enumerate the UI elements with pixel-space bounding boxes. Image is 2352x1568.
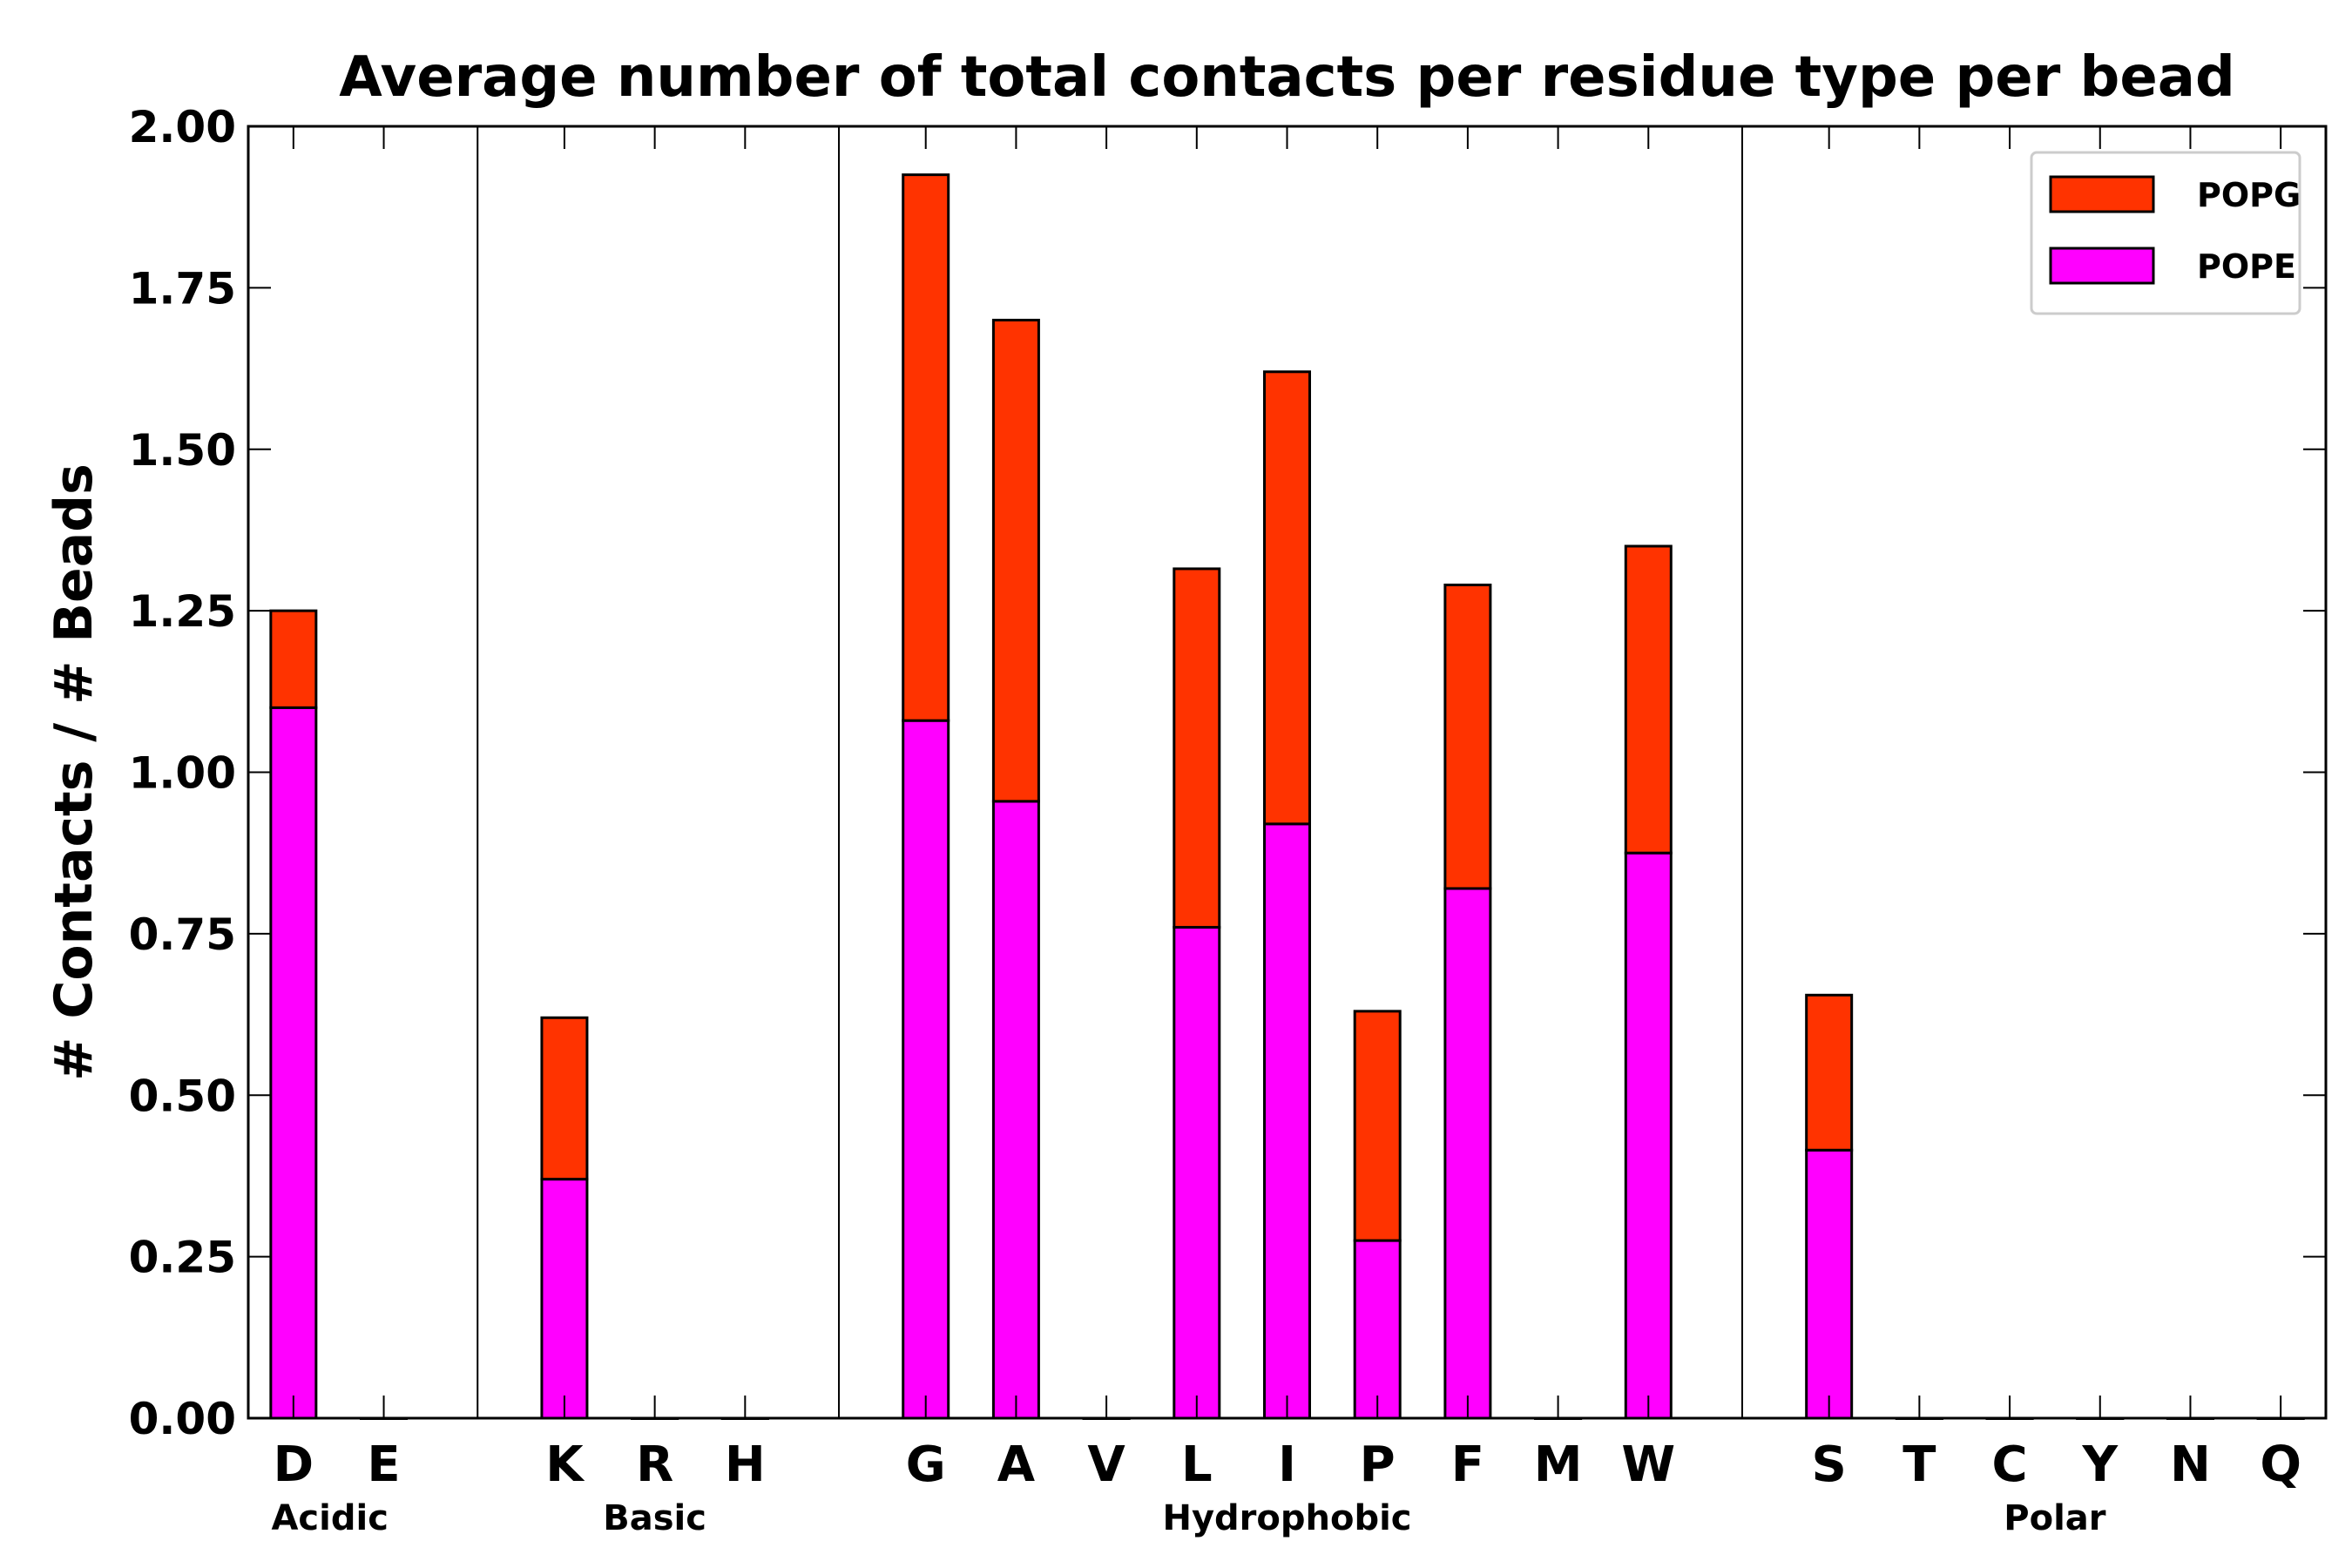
bar-w-pope — [1624, 851, 1673, 1420]
y-tick-label: 1.00 — [129, 748, 236, 799]
chart-title: Average number of total contacts per res… — [339, 45, 2235, 110]
group-label-basic: Basic — [603, 1498, 706, 1538]
y-tick-label: 1.50 — [129, 425, 236, 476]
bar-s-popg — [1805, 993, 1854, 1152]
x-tick-label-m: M — [1534, 1436, 1583, 1493]
bar-l-pope — [1173, 925, 1221, 1420]
x-tick-label-r: R — [636, 1436, 673, 1493]
bar-k-pope — [540, 1178, 589, 1420]
x-tick-label-i: I — [1278, 1436, 1296, 1493]
legend-swatch-pope — [2049, 247, 2155, 285]
x-tick-label-v: V — [1087, 1436, 1125, 1493]
y-tick-label: 0.75 — [129, 909, 236, 960]
y-tick-label: 1.75 — [129, 263, 236, 314]
x-tick-label-w: W — [1621, 1436, 1675, 1493]
group-label-acidic: Acidic — [271, 1498, 388, 1538]
bar-w-popg — [1624, 544, 1673, 855]
y-axis-ticks: 0.00 0.25 0.50 0.75 1.00 1.25 1.50 1.75 2.00 — [129, 102, 2326, 1444]
y-tick-label: 0.00 — [129, 1394, 236, 1444]
y-tick-label: 0.25 — [129, 1233, 236, 1283]
x-tick-label-p: P — [1360, 1436, 1396, 1493]
bar-f-pope — [1443, 887, 1492, 1420]
x-tick-label-e: E — [367, 1436, 400, 1493]
x-tick-label-n: N — [2170, 1436, 2211, 1493]
bar-i-popg — [1263, 370, 1311, 826]
bar-g-pope — [902, 719, 950, 1420]
group-label-hydrophobic: Hydrophobic — [1162, 1498, 1411, 1538]
bar-s-pope — [1805, 1148, 1854, 1420]
legend-label-popg: POPG — [2197, 176, 2301, 214]
group-labels: Acidic Basic Hydrophobic Polar — [271, 1498, 2105, 1538]
legend-swatch-popg — [2049, 175, 2155, 213]
legend: POPG POPE — [2030, 151, 2301, 315]
group-separators — [476, 126, 1743, 1418]
group-label-polar: Polar — [2004, 1498, 2106, 1538]
y-tick-label: 2.00 — [129, 102, 236, 152]
bar-i-pope — [1263, 822, 1311, 1420]
y-tick-label: 0.50 — [129, 1071, 236, 1121]
x-tick-label-h: H — [725, 1436, 766, 1493]
x-tick-label-k: K — [545, 1436, 585, 1493]
bar-p-popg — [1353, 1010, 1402, 1242]
bar-p-pope — [1353, 1239, 1402, 1420]
y-tick-label: 1.25 — [129, 586, 236, 637]
y-axis-label: # Contacts / # Beads — [44, 463, 105, 1081]
legend-label-pope: POPE — [2197, 247, 2296, 286]
x-tick-label-c: C — [1992, 1436, 2028, 1493]
x-tick-label-a: A — [997, 1436, 1036, 1493]
bar-a-popg — [991, 318, 1040, 803]
x-tick-label-f: F — [1451, 1436, 1484, 1493]
x-tick-label-d: D — [274, 1436, 314, 1493]
x-tick-label-g: G — [906, 1436, 946, 1493]
x-tick-label-s: S — [1812, 1436, 1847, 1493]
x-tick-label-t: T — [1903, 1436, 1936, 1493]
bars-layer — [269, 173, 2305, 1420]
bar-l-popg — [1173, 567, 1221, 929]
x-tick-label-q: Q — [2260, 1436, 2301, 1493]
x-tick-label-l: L — [1181, 1436, 1213, 1493]
bar-g-popg — [902, 173, 950, 722]
bar-d-pope — [269, 706, 318, 1420]
bar-f-popg — [1443, 583, 1492, 890]
x-tick-label-y: Y — [2081, 1436, 2119, 1493]
bar-a-pope — [991, 800, 1040, 1420]
bar-k-popg — [540, 1016, 589, 1181]
bar-d-popg — [269, 609, 318, 709]
